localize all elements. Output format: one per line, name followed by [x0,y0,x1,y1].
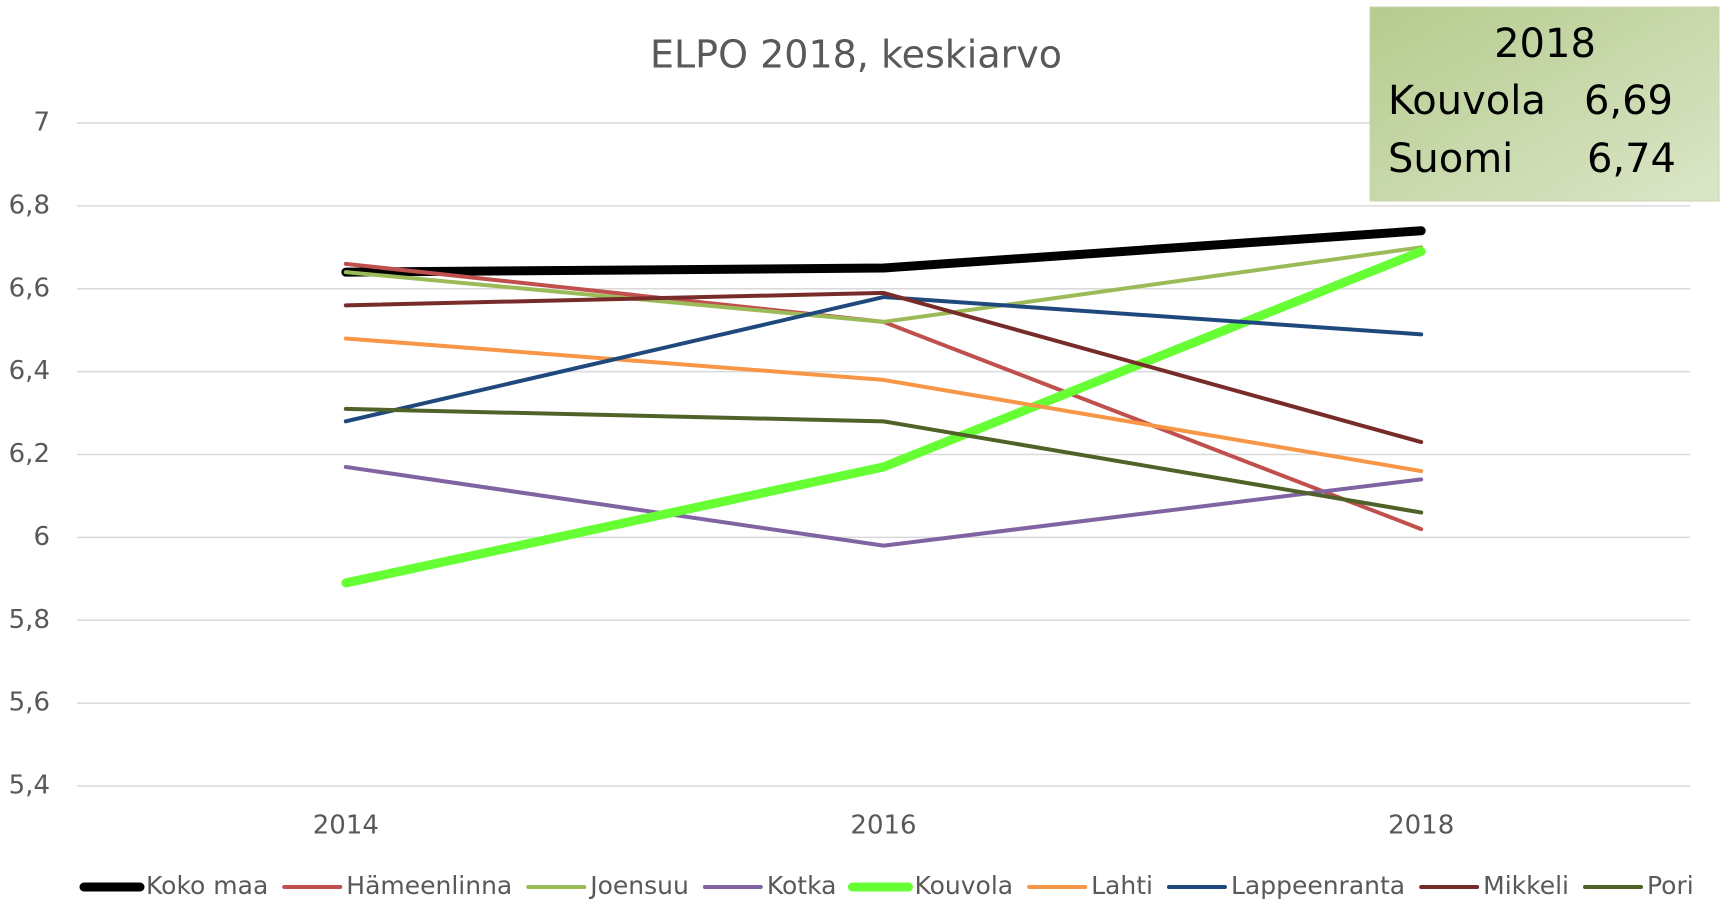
legend-item: Joensuu [526,871,689,900]
legend-item: Mikkeli [1419,871,1569,900]
series-line [341,226,1426,277]
series-line [343,245,1424,324]
x-tick-label: 2016 [850,811,916,841]
legend-item: Hämeenlinna [282,871,512,900]
annotation-value: 6,74 [1587,136,1676,182]
legend-label: Hämeenlinna [346,871,512,900]
series-line [343,336,1424,474]
series-line [343,295,1424,424]
series-line [343,406,1424,515]
x-tick-label: 2018 [1388,811,1454,841]
y-tick-label: 6 [33,522,50,552]
legend-label: Mikkeli [1483,871,1569,900]
y-tick-label: 5,8 [9,605,50,635]
y-tick-label: 5,6 [9,688,50,718]
legend-label: Joensuu [588,871,689,900]
annotation-background [1369,6,1720,202]
annotation-label: Suomi [1388,136,1513,182]
annotation-value: 6,69 [1584,78,1673,124]
legend-label: Kotka [767,871,837,900]
annotation-box: 2018 Kouvola 6,69 Suomi 6,74 [1369,6,1720,202]
legend-item: Lahti [1027,871,1153,900]
series-line [343,290,1424,445]
annotation-label: Kouvola [1388,78,1546,124]
chart-title: ELPO 2018, keskiarvo [650,33,1062,77]
legend-item: Kotka [702,871,837,900]
y-tick-label: 6,2 [9,439,50,469]
legend-label: Kouvola [914,871,1013,900]
legend-label: Pori [1647,871,1694,900]
x-tick-label: 2014 [313,811,379,841]
y-tick-label: 6,6 [9,273,50,303]
series-line [343,464,1424,548]
legend-item: Koko maa [79,871,268,900]
legend-label: Lappeenranta [1231,871,1405,900]
y-tick-label: 6,8 [9,190,50,220]
legend-item: Pori [1583,871,1694,900]
legend-label: Lahti [1091,871,1153,900]
legend-label: Koko maa [146,871,268,900]
legend-item: Lappeenranta [1166,871,1405,900]
annotation-title: 2018 [1494,21,1596,67]
y-tick-label: 5,4 [9,771,50,801]
y-tick-label: 6,4 [9,356,50,386]
y-tick-label: 7 [33,108,50,138]
legend-item: Kouvola [847,871,1013,900]
